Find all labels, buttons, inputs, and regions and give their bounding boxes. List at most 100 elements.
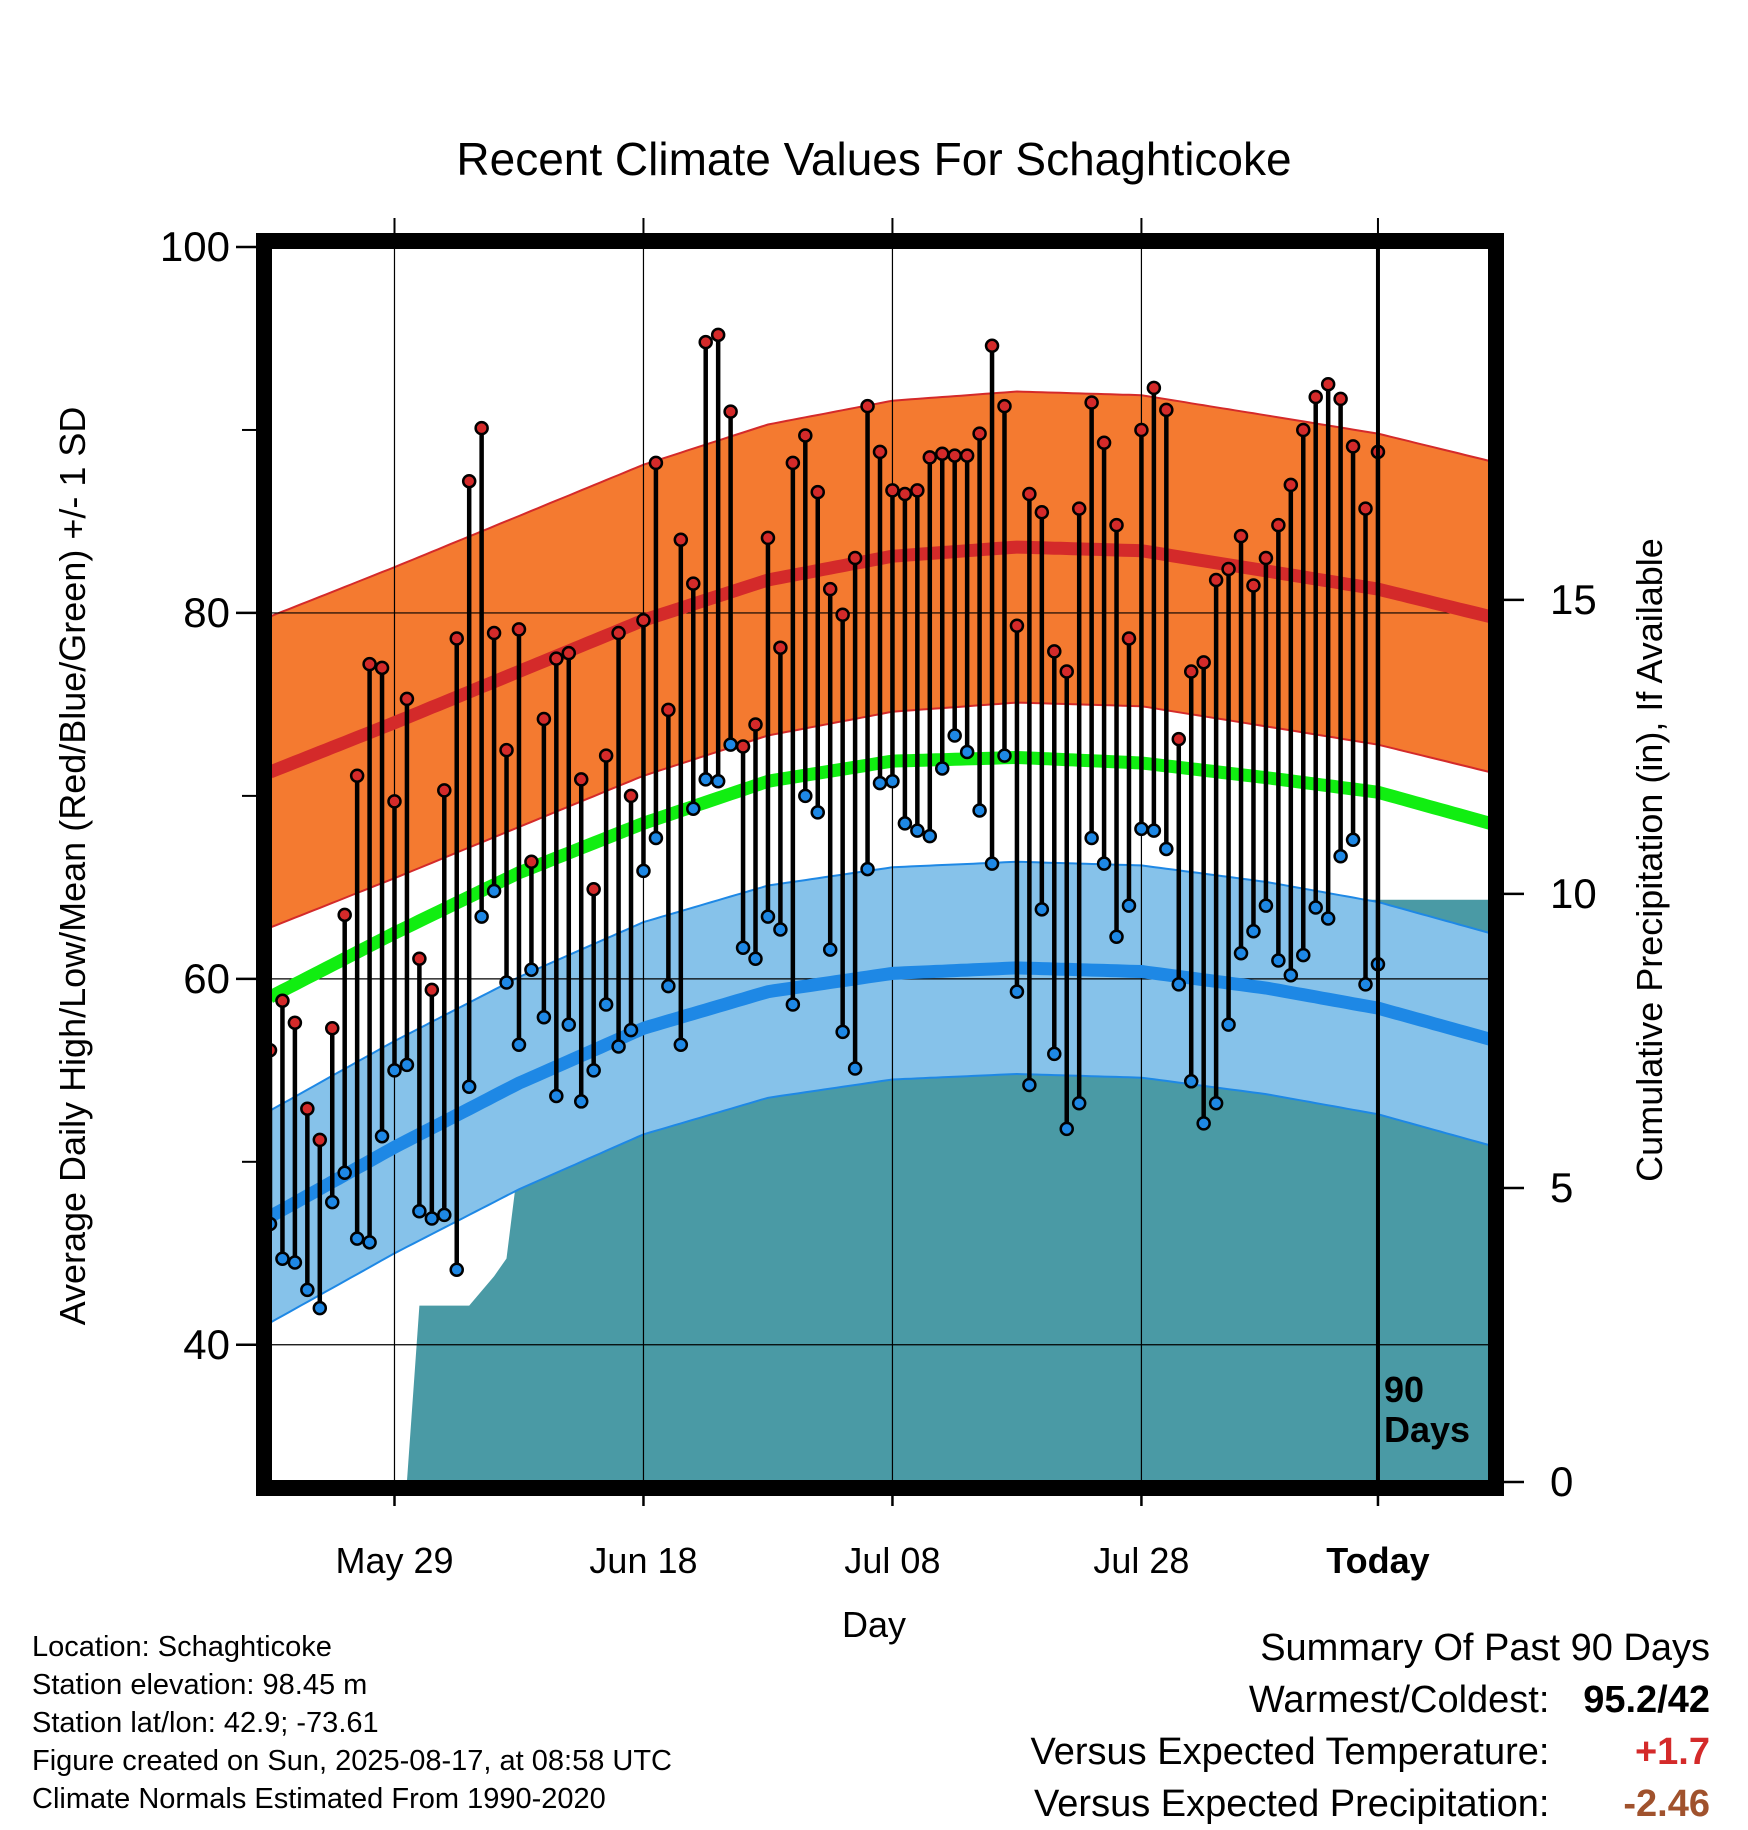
daily-high-point xyxy=(885,483,900,498)
daily-low-point xyxy=(1009,984,1025,999)
value-separator: / xyxy=(1657,1679,1668,1721)
x-tick-label: Today xyxy=(1326,1540,1429,1581)
y2-tick-label: 5 xyxy=(1550,1164,1573,1211)
temp-anomaly-label: Versus Expected Temperature: xyxy=(1030,1731,1550,1773)
daily-low-point xyxy=(760,909,776,924)
daily-low-point xyxy=(1059,1121,1074,1137)
daily-low-point xyxy=(1071,1096,1087,1111)
daily-high-point xyxy=(872,444,888,460)
daily-low-point xyxy=(437,1207,452,1223)
daily-high-point xyxy=(524,854,539,870)
daily-high-point xyxy=(362,656,377,672)
daily-low-point xyxy=(1258,898,1274,913)
daily-high-point xyxy=(337,907,352,923)
created-text: Figure created on Sun, 2025-08-17, at 08… xyxy=(32,1745,672,1777)
x-axis-label: Day xyxy=(842,1604,906,1645)
daily-low-point xyxy=(486,883,502,899)
daily-high-point xyxy=(748,717,763,732)
daily-high-point xyxy=(972,426,987,441)
warm-cold-row: Warmest/Coldest: 95.2/42 xyxy=(1031,1674,1710,1726)
plot-area: 90 Days xyxy=(262,247,1492,1482)
daily-low-point xyxy=(673,1037,689,1052)
daily-low-point xyxy=(362,1235,377,1250)
daily-high-point xyxy=(1296,422,1311,438)
daily-low-point xyxy=(374,1128,390,1144)
daily-high-point xyxy=(1159,402,1174,418)
daily-low-point xyxy=(1096,856,1112,871)
warm-cold-label: Warmest/Coldest: xyxy=(1248,1679,1550,1721)
daily-high-point xyxy=(1171,731,1187,747)
daily-low-point xyxy=(387,1063,402,1078)
daily-high-point xyxy=(1146,380,1162,396)
daily-high-point xyxy=(1084,395,1099,410)
daily-high-point xyxy=(1320,376,1336,392)
daily-high-point xyxy=(897,486,913,502)
daily-low-point xyxy=(1034,902,1050,917)
y-tick-label: 100 xyxy=(160,223,230,270)
daily-high-point xyxy=(287,1015,303,1031)
daily-low-point xyxy=(1022,1077,1037,1093)
daily-low-point xyxy=(686,801,701,816)
daily-high-point xyxy=(723,404,738,419)
x-tick-label: Jul 08 xyxy=(844,1540,940,1581)
daily-high-point xyxy=(573,772,589,787)
daily-low-point xyxy=(661,978,676,994)
daily-low-point xyxy=(897,816,913,831)
daily-high-point xyxy=(1283,477,1299,493)
daily-high-point xyxy=(1208,572,1224,588)
daily-high-point xyxy=(686,576,701,591)
daily-low-point xyxy=(1159,841,1174,857)
coldest-value: 42 xyxy=(1667,1679,1710,1721)
daily-low-point xyxy=(1283,967,1299,983)
daily-high-point xyxy=(910,483,925,498)
chart-title: Recent Climate Values For Schaghticoke xyxy=(456,133,1291,185)
precip-anomaly-label: Versus Expected Precipitation: xyxy=(1034,1783,1550,1825)
daily-high-point xyxy=(1258,550,1274,566)
daily-low-point xyxy=(748,951,763,966)
daily-low-point xyxy=(399,1057,415,1073)
daily-high-point xyxy=(984,338,1000,354)
daily-high-point xyxy=(1333,391,1348,407)
daily-low-point xyxy=(1084,830,1099,846)
daily-high-point xyxy=(623,788,639,804)
daily-high-point xyxy=(1059,664,1074,679)
daily-low-point xyxy=(524,962,539,977)
daily-low-point xyxy=(1109,929,1124,945)
y2-tick-label: 15 xyxy=(1550,576,1597,623)
daily-low-point xyxy=(947,728,962,743)
daily-high-point xyxy=(710,327,726,343)
daily-low-point xyxy=(773,922,788,937)
daily-high-point xyxy=(412,951,427,966)
daily-high-point xyxy=(1134,422,1149,438)
daily-low-point xyxy=(1358,977,1373,992)
daily-low-point xyxy=(723,737,738,752)
daily-low-point xyxy=(586,1063,601,1078)
daily-low-point xyxy=(1221,1017,1236,1032)
daily-high-point xyxy=(822,581,838,597)
daily-high-point xyxy=(1246,578,1261,593)
daily-high-point xyxy=(598,748,614,763)
daily-low-point xyxy=(810,805,826,820)
daily-low-point xyxy=(598,997,614,1012)
daily-high-point xyxy=(673,532,689,547)
daily-low-point xyxy=(785,997,801,1012)
daily-high-point xyxy=(349,768,365,784)
daily-low-point xyxy=(885,774,900,789)
daily-high-point xyxy=(461,473,477,489)
y-tick-label: 80 xyxy=(183,589,230,636)
daily-low-point xyxy=(1296,947,1311,963)
location-text: Location: Schaghticoke xyxy=(32,1631,332,1663)
daily-low-point xyxy=(424,1211,440,1226)
daily-low-point xyxy=(1183,1074,1199,1089)
daily-low-point xyxy=(934,761,950,776)
daily-high-point xyxy=(1183,664,1199,679)
daily-low-point xyxy=(648,830,664,846)
station-info: Location: Schaghticoke Station elevation… xyxy=(32,1628,672,1818)
daily-high-point xyxy=(1121,631,1137,646)
daily-low-point xyxy=(561,1017,577,1032)
today-label: 90 Days xyxy=(1384,1369,1470,1450)
daily-low-point xyxy=(1171,977,1187,992)
normal-low-line xyxy=(266,961,1492,1223)
daily-high-point xyxy=(300,1101,315,1117)
